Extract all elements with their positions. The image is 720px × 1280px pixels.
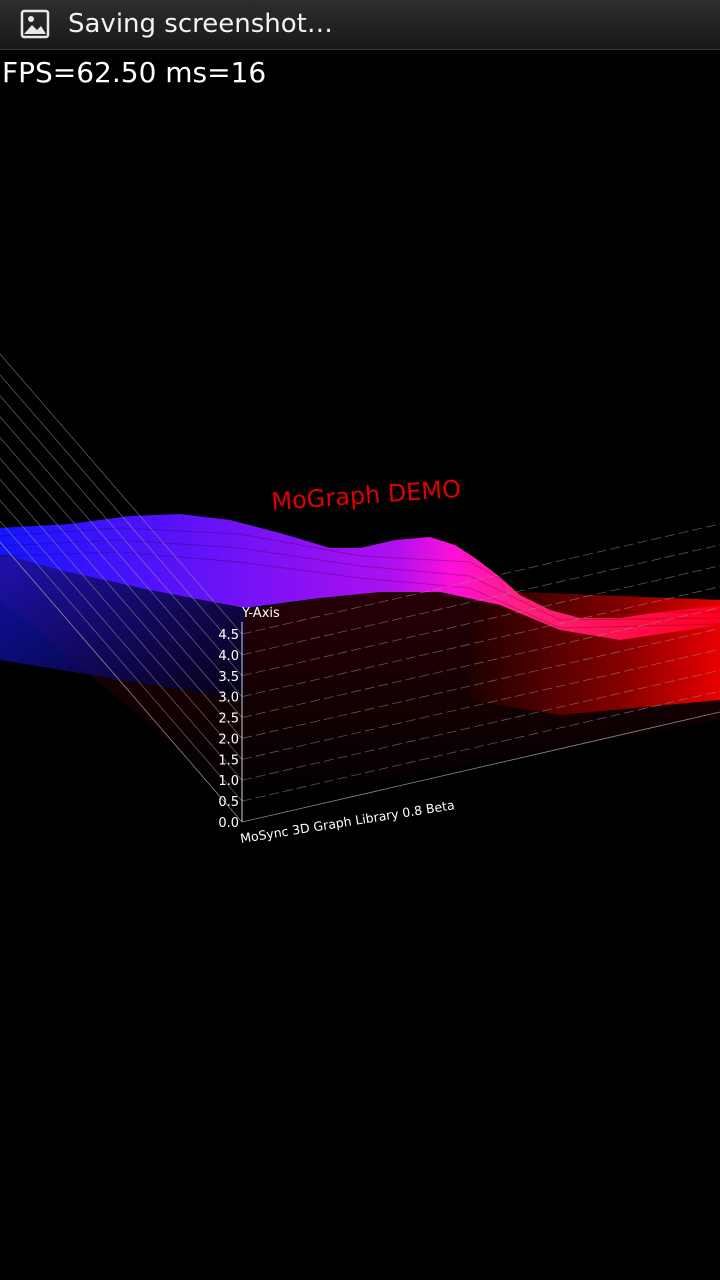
- grid-line-right: [241, 523, 720, 635]
- y-tick-labels: 0.0 0.5 1.0 1.5 2.0 2.5 3.0 3.5 4.0 4.5: [218, 628, 239, 831]
- caption-text: MoSync 3D Graph Library 0.8 Beta: [239, 797, 455, 846]
- grid-line-left: [0, 541, 243, 823]
- grid-line-right: [241, 544, 720, 656]
- surface-top: [0, 514, 720, 640]
- y-tick-label: 2.5: [218, 712, 239, 727]
- grid-line-left: [0, 437, 243, 718]
- y-tick-label: 4.5: [218, 628, 239, 643]
- grid-line-left: [0, 416, 243, 697]
- surface-red-front: [470, 590, 720, 715]
- grid-line-left: [0, 520, 243, 802]
- grid-line-right: [241, 711, 720, 823]
- grid-line-left: [0, 479, 243, 760]
- y-tick-label: 3.0: [218, 691, 239, 706]
- y-axis-label: Y-Axis: [241, 606, 280, 621]
- status-bar: Saving screenshot…: [0, 0, 720, 50]
- y-tick-label: 1.0: [218, 774, 239, 789]
- grid-line-right: [241, 690, 720, 802]
- grid-line-right: [241, 669, 720, 781]
- image-icon: [20, 9, 50, 39]
- grid-line-left: [0, 353, 243, 635]
- y-tick-label: 2.0: [218, 732, 239, 747]
- grid-line-left: [0, 499, 243, 781]
- chart-title: MoGraph DEMO: [270, 475, 461, 516]
- grid-line-right: [241, 565, 720, 677]
- grid-line-right: [241, 607, 720, 718]
- grid-line-left: [0, 395, 243, 677]
- grid-line-right: [241, 648, 720, 760]
- y-tick-label: 0.5: [218, 795, 239, 810]
- surface-blue-front: [0, 540, 245, 700]
- grid-line-right: [241, 586, 720, 698]
- y-tick-label: 3.5: [218, 670, 239, 685]
- status-text: Saving screenshot…: [68, 9, 333, 39]
- grid-line-left: [0, 458, 243, 739]
- y-tick-label: 0.0: [218, 816, 239, 831]
- fps-readout: FPS=62.50 ms=16: [2, 56, 267, 89]
- axis-grid: [0, 353, 720, 823]
- y-tick-label: 1.5: [218, 753, 239, 768]
- y-tick-label: 4.0: [218, 649, 239, 664]
- grid-line-left: [0, 374, 243, 656]
- grid-line-right: [241, 628, 720, 739]
- surface-step-lines: [0, 527, 720, 629]
